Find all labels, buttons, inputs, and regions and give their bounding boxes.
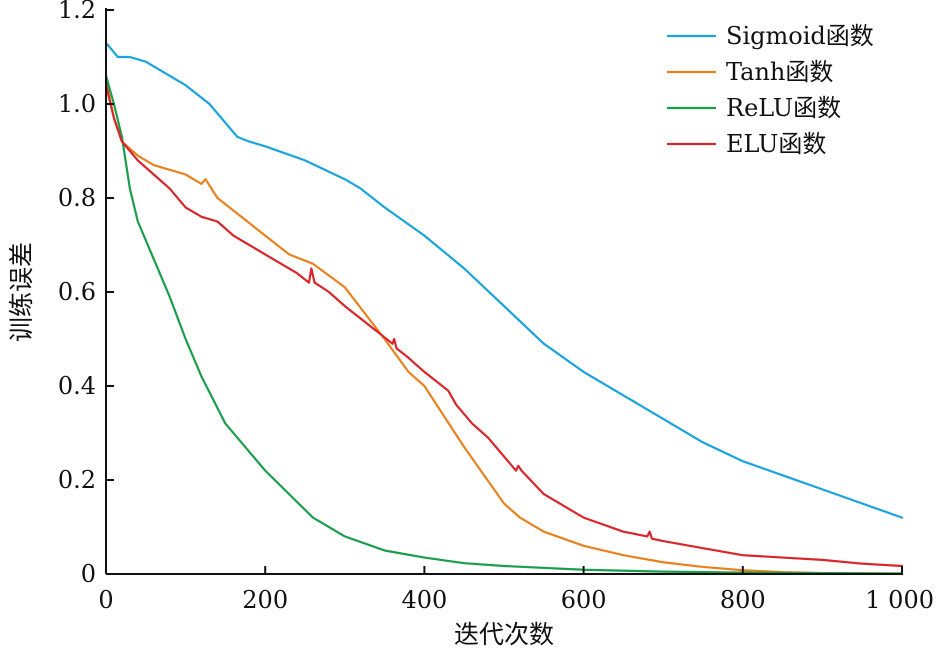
x-axis-title: 迭代次数 [454, 620, 554, 649]
y-tick-label: 0.8 [58, 184, 96, 212]
y-axis-title: 训练误差 [7, 242, 36, 342]
y-tick-label: 0.6 [58, 278, 96, 306]
x-tick-label: 200 [242, 586, 288, 614]
legend-label: Sigmoid函数 [726, 22, 874, 50]
x-tick-label: 600 [561, 586, 607, 614]
y-tick-label: 0.4 [58, 372, 96, 400]
ticks-layer: 0 0.2 0.4 0.6 0.8 1.0 1.2 0 200 400 600 800 1 000 [58, 0, 934, 614]
legend-label: Tanh函数 [726, 58, 833, 86]
series-line [104, 79, 904, 575]
axes-layer [105, 8, 903, 575]
x-tick-label: 1 000 [865, 586, 934, 614]
legend-label: ReLU函数 [726, 94, 841, 122]
y-tick-label: 1.2 [58, 0, 96, 24]
series-line [104, 84, 904, 568]
y-tick-label: 0.2 [58, 466, 96, 494]
legend: Sigmoid函数 Tanh函数 ReLU函数 ELU函数 [667, 22, 874, 158]
x-tick-label: 800 [720, 586, 766, 614]
series-line [104, 74, 904, 575]
series-layer [104, 41, 904, 575]
legend-label: ELU函数 [726, 130, 826, 158]
x-tick-label: 0 [98, 586, 113, 614]
x-tick-label: 400 [401, 586, 447, 614]
y-tick-label: 0 [81, 560, 96, 588]
series-line [104, 41, 904, 519]
y-tick-label: 1.0 [58, 90, 96, 118]
